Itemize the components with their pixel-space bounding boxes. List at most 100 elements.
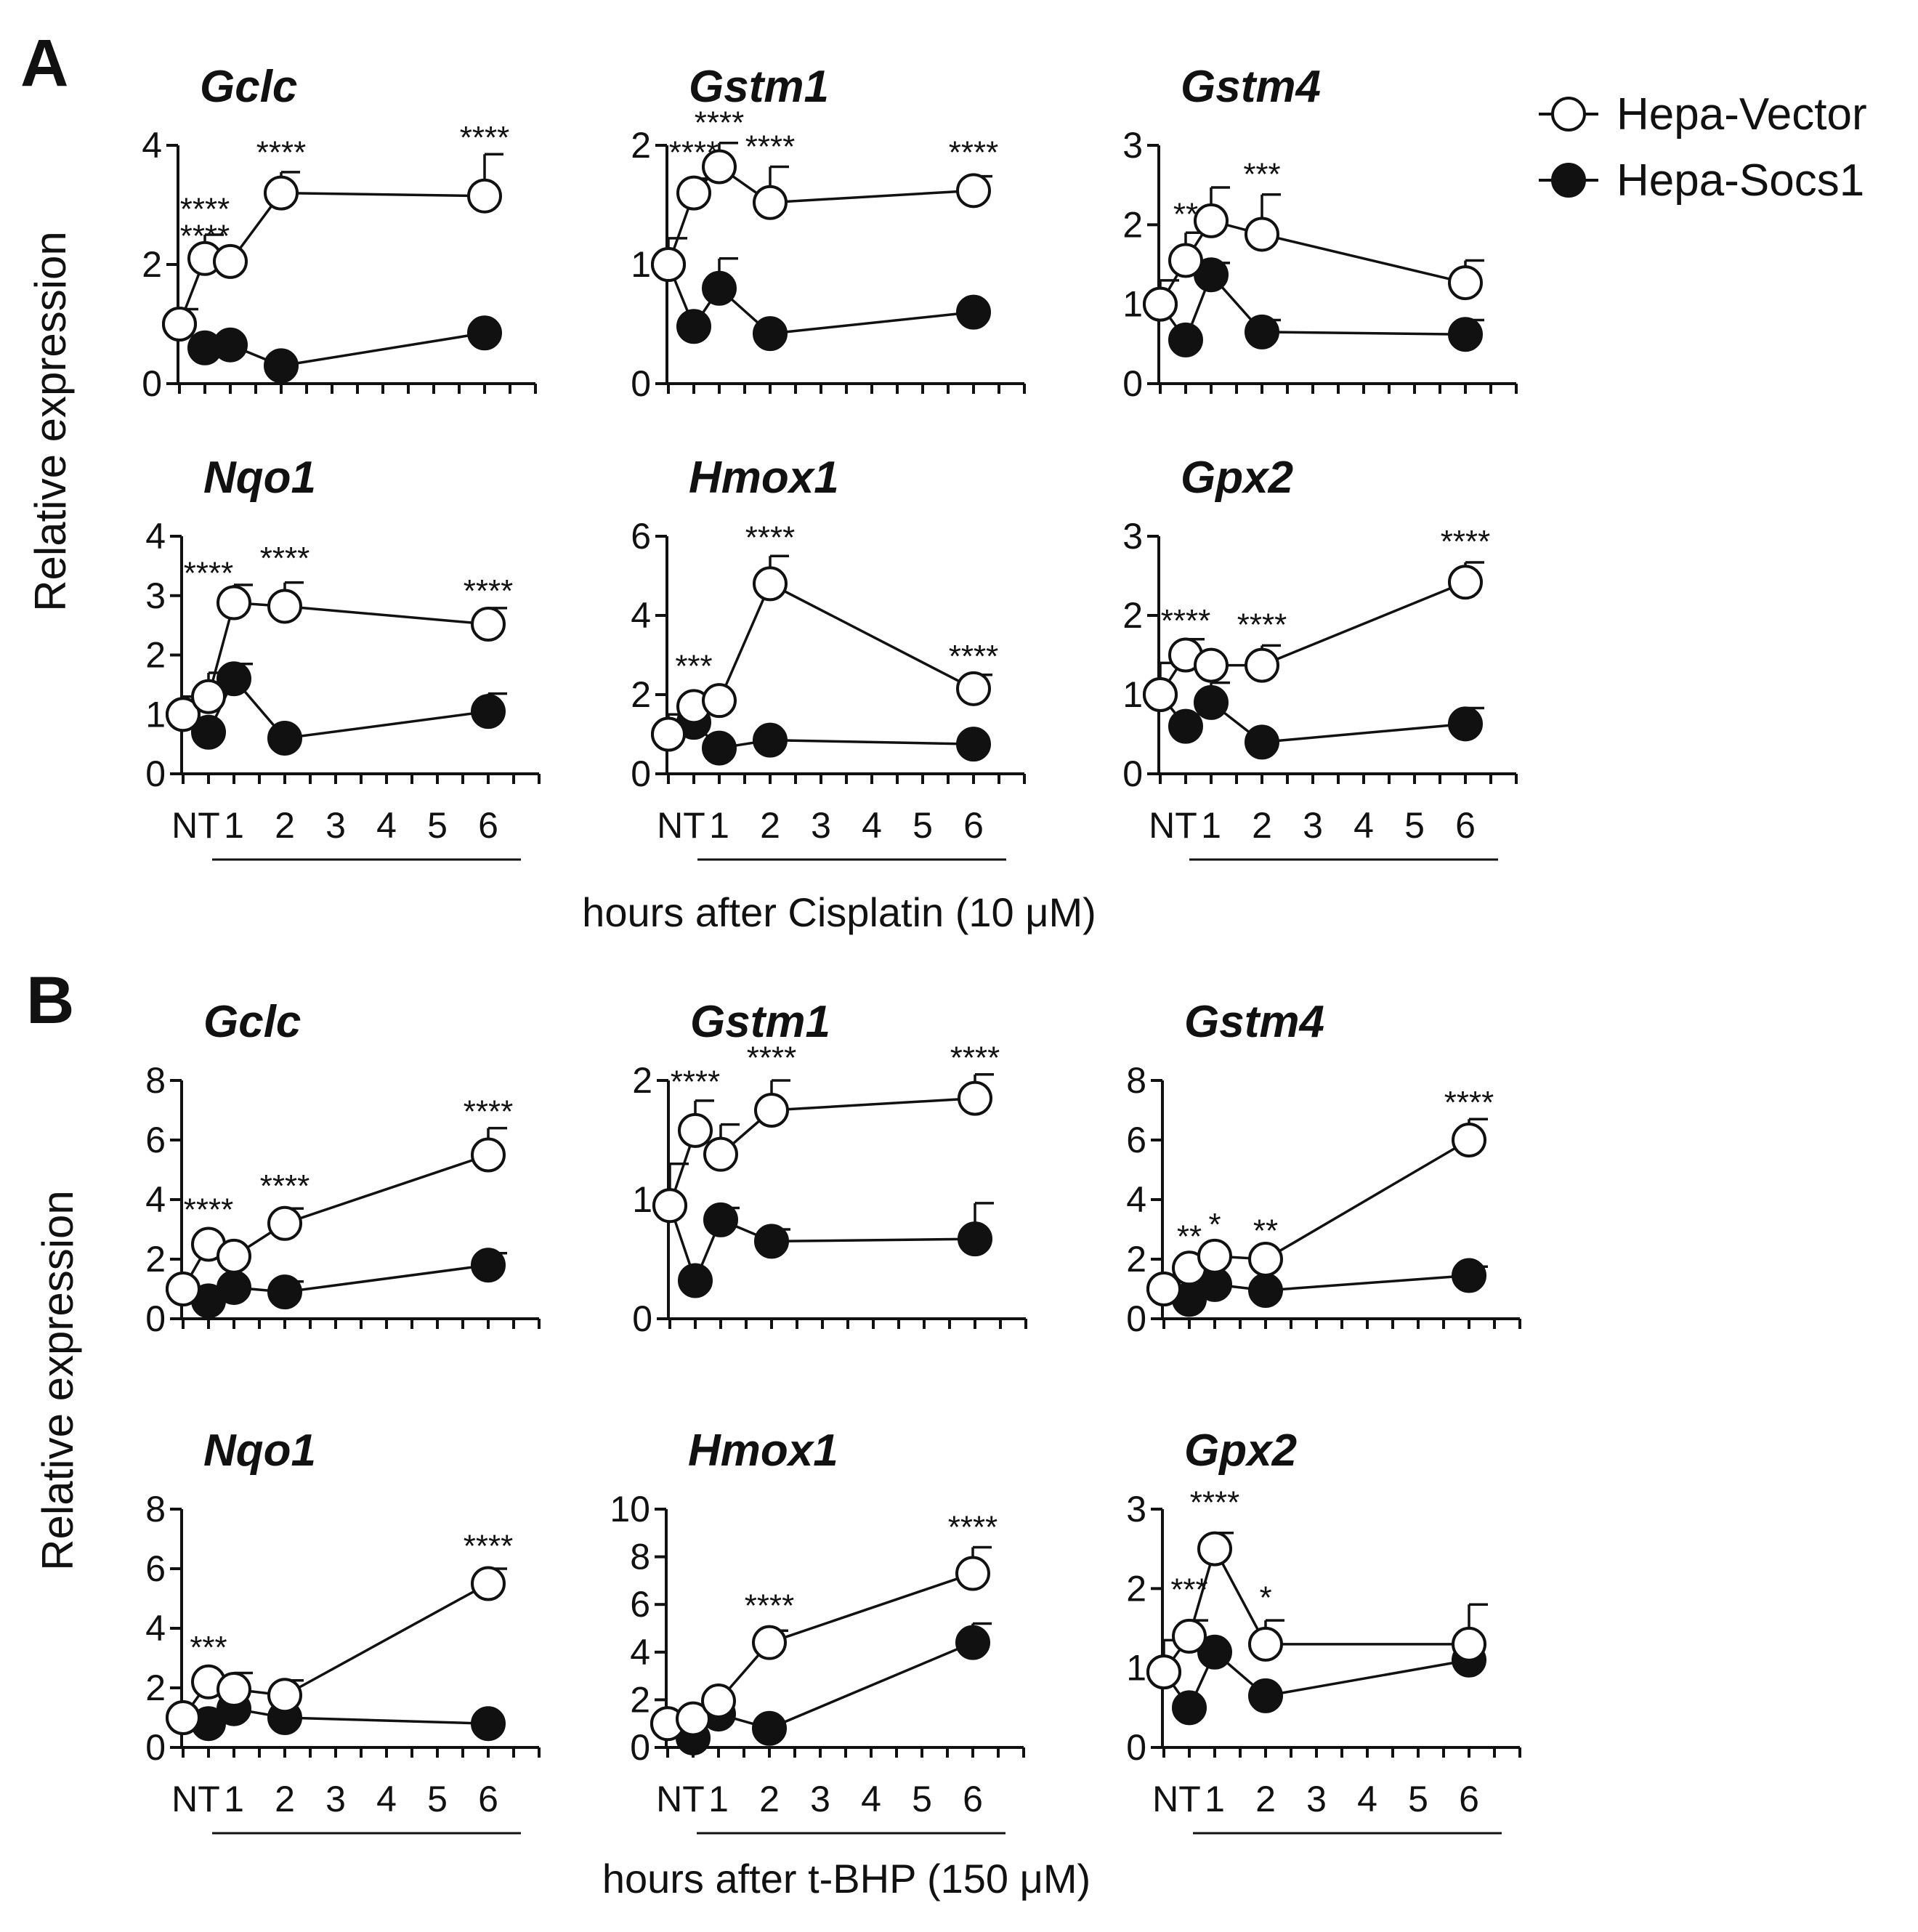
x-tick-label: 3	[1303, 805, 1323, 846]
data-point-hepa-socs1	[956, 294, 991, 330]
y-tick-label: 1	[1122, 674, 1143, 715]
y-tick-label: 4	[142, 125, 162, 166]
data-point-hepa-vector	[678, 1112, 713, 1148]
data-point-hepa-socs1	[267, 720, 302, 756]
significance-label: ***	[190, 1630, 227, 1665]
legend: Hepa-Vector Hepa-Socs1	[1539, 89, 1867, 206]
significance-label: *	[1259, 1580, 1271, 1616]
significance-label: ****	[695, 105, 745, 141]
significance-label: ****	[180, 218, 230, 254]
x-tick-label: 1	[1205, 1779, 1225, 1819]
y-tick-label: 2	[1126, 1568, 1146, 1609]
x-tick-label: 4	[376, 1779, 397, 1819]
plot-title: Hmox1	[689, 453, 839, 503]
significance-label: ***	[675, 648, 712, 684]
data-point-hepa-socs1	[264, 348, 299, 384]
x-tick-label: 3	[810, 1779, 830, 1819]
x-tick-label: 3	[1306, 1779, 1327, 1819]
y-tick-label: 4	[630, 1632, 650, 1673]
x-tick-label: 3	[811, 805, 831, 846]
plot-title: Gclc	[200, 62, 297, 112]
x-tick-label: 1	[224, 805, 244, 846]
data-point-hepa-socs1	[753, 316, 788, 352]
y-tick-label: 6	[1126, 1120, 1146, 1160]
data-point-hepa-vector	[701, 1684, 736, 1719]
x-tick-label: 6	[478, 805, 498, 846]
plot-b-gstm1: Gstm1 0 1 2 **** **** ****	[632, 997, 1027, 1339]
significance-label: ****	[464, 1094, 514, 1129]
significance-label: **	[1173, 196, 1198, 232]
data-point-hepa-vector	[676, 1701, 711, 1737]
data-point-hepa-socs1	[702, 270, 737, 306]
data-point-hepa-vector	[1194, 647, 1229, 683]
x-tick-label: 4	[861, 1779, 881, 1819]
y-tick-label: 8	[145, 1060, 166, 1101]
y-axis-label-a: Relative expression	[26, 231, 75, 612]
data-point-hepa-socs1	[1448, 706, 1483, 742]
data-point-hepa-vector	[752, 1625, 787, 1660]
data-point-hepa-vector	[703, 1136, 738, 1172]
legend-open-marker	[1551, 97, 1586, 132]
y-tick-label: 2	[632, 1060, 652, 1101]
significance-label: ****	[260, 541, 310, 576]
y-tick-label: 1	[1122, 284, 1143, 325]
x-tick-label: NT	[171, 805, 220, 846]
y-tick-label: 6	[145, 1548, 166, 1589]
data-point-hepa-socs1	[1248, 1273, 1283, 1309]
y-tick-label: 6	[630, 1584, 650, 1625]
x-axis-label-b: hours after t-BHP (150 μM)	[602, 1856, 1090, 1901]
y-axis-label-b: Relative expression	[33, 1190, 82, 1571]
significance-label: ****	[260, 1168, 310, 1204]
y-tick-label: 1	[145, 694, 166, 735]
data-point-hepa-vector	[1146, 1654, 1181, 1690]
x-axis-label-a: hours after Cisplatin (10 μM)	[582, 889, 1096, 935]
y-tick-label: 1	[1126, 1648, 1146, 1689]
data-point-hepa-socs1	[217, 661, 251, 697]
y-tick-label: 3	[145, 575, 166, 616]
significance-label: ****	[950, 1040, 1000, 1076]
significance-label: **	[1177, 1219, 1202, 1255]
data-point-hepa-vector	[651, 716, 686, 752]
plot-title: Gpx2	[1181, 453, 1293, 503]
significance-label: ****	[669, 135, 719, 171]
y-tick-label: 2	[1122, 595, 1143, 636]
significance-label: ****	[180, 192, 230, 227]
data-point-hepa-vector	[956, 671, 991, 706]
legend-filled-marker	[1551, 163, 1586, 198]
data-point-hepa-vector	[1146, 1272, 1181, 1306]
data-point-hepa-socs1	[753, 722, 788, 758]
data-point-hepa-socs1	[217, 1269, 251, 1305]
data-point-hepa-vector	[651, 247, 686, 282]
y-tick-label: 6	[145, 1120, 166, 1160]
y-tick-label: 2	[145, 1239, 166, 1280]
y-tick-label: 6	[631, 516, 651, 557]
y-tick-label: 4	[1126, 1179, 1146, 1220]
x-tick-label: 5	[912, 1779, 932, 1819]
x-tick-label: 1	[1201, 805, 1221, 846]
significance-label: ****	[671, 1064, 721, 1099]
data-point-hepa-vector	[213, 243, 248, 279]
plot-title: Nqo1	[203, 453, 316, 503]
plot-title: Nqo1	[203, 1426, 316, 1476]
x-tick-label: 1	[224, 1779, 244, 1819]
data-point-hepa-socs1	[1168, 322, 1203, 357]
y-tick-label: 0	[1122, 363, 1143, 404]
significance-label: ****	[184, 555, 234, 591]
y-tick-label: 0	[631, 363, 651, 404]
x-tick-label: 6	[963, 1779, 983, 1819]
data-point-hepa-vector	[166, 1272, 201, 1306]
y-tick-label: 4	[145, 1608, 166, 1649]
y-tick-label: 0	[1122, 753, 1143, 794]
data-point-hepa-socs1	[467, 315, 502, 351]
x-tick-label: NT	[657, 805, 705, 846]
data-point-hepa-vector	[956, 173, 991, 209]
data-point-hepa-vector	[702, 149, 737, 185]
x-tick-label: 2	[1252, 805, 1272, 846]
significance-label: *	[1208, 1207, 1221, 1242]
plot-title: Gclc	[203, 997, 301, 1047]
data-point-hepa-vector	[217, 1238, 251, 1274]
